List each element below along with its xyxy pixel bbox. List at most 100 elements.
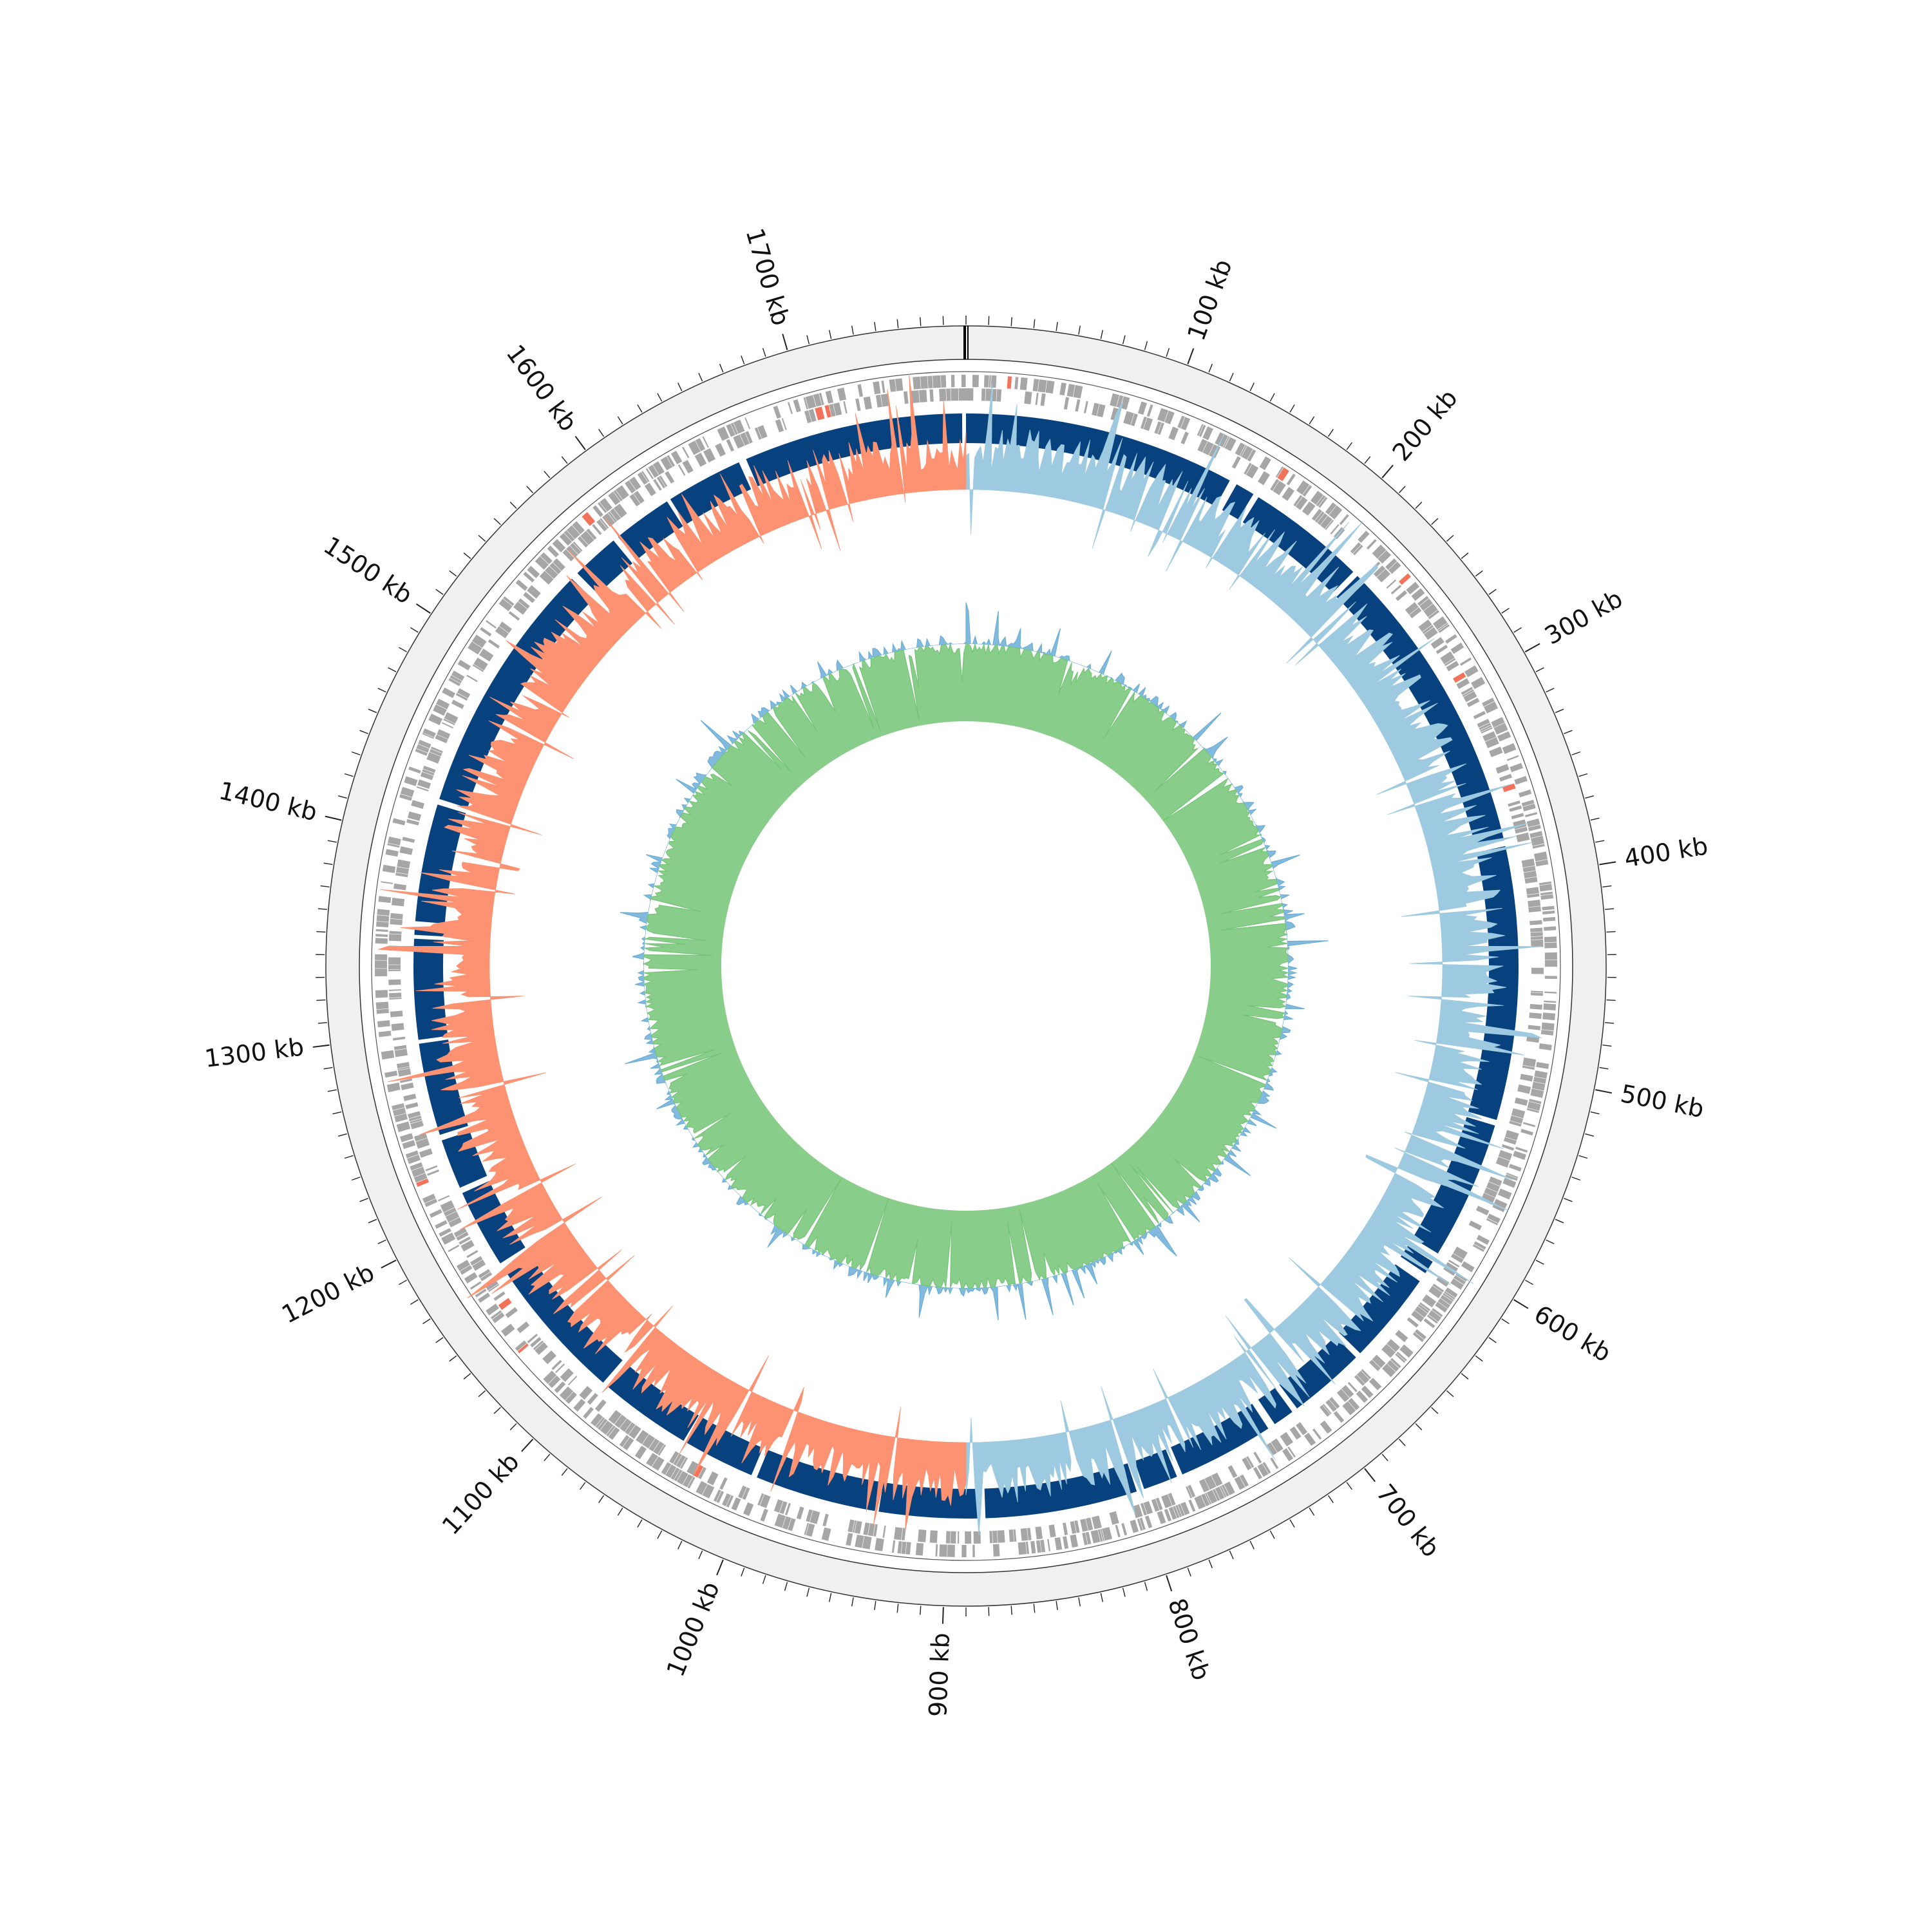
cds-feature [903, 391, 909, 404]
cds-feature [717, 426, 730, 441]
cds-feature [600, 498, 612, 512]
cds-feature [392, 1103, 405, 1110]
cds-feature [803, 397, 809, 410]
cds-feature [1312, 1428, 1322, 1440]
cds-feature [559, 533, 573, 546]
minor-tick [1166, 348, 1170, 357]
cds-feature [1019, 377, 1028, 390]
cds-feature [1544, 976, 1557, 980]
cds-feature [435, 1220, 448, 1229]
cds-feature [1143, 1501, 1153, 1515]
cds-feature [901, 1541, 907, 1555]
cds-feature [688, 440, 701, 455]
cds-feature [620, 1418, 632, 1432]
cds-feature [1505, 1174, 1518, 1181]
cds-feature [1451, 1253, 1464, 1264]
cds-feature [1197, 439, 1208, 453]
cds-feature [951, 375, 955, 388]
cds-feature [1522, 803, 1536, 811]
tick-label: 400 kb [1622, 831, 1710, 873]
cds-feature [726, 439, 735, 452]
cds-feature [774, 1513, 786, 1528]
cds-feature [696, 1481, 708, 1495]
major-tick [1187, 348, 1195, 365]
cds-feature [918, 1529, 927, 1542]
cds-feature [1253, 1466, 1263, 1480]
cds-feature [784, 1502, 791, 1515]
cds-feature [1514, 1097, 1528, 1106]
cds-feature [1419, 598, 1433, 611]
cds-feature [460, 1265, 473, 1275]
minor-tick [1590, 1111, 1600, 1115]
cds-feature [1527, 893, 1540, 898]
minor-tick [1187, 1567, 1191, 1577]
cds-feature [1473, 710, 1486, 719]
minor-tick [1229, 372, 1234, 382]
cds-feature [1035, 392, 1039, 405]
cds-feature [1040, 393, 1046, 406]
minor-tick [1606, 931, 1616, 933]
cds-feature [1419, 1302, 1431, 1311]
minor-tick [1590, 817, 1600, 821]
gc-content-track [620, 602, 1329, 1321]
cds-feature [390, 918, 402, 925]
cds-feature [779, 1501, 788, 1515]
cds-feature [927, 375, 933, 388]
cds-feature [644, 482, 656, 497]
minor-tick [463, 552, 471, 559]
cds-feature [1262, 1462, 1271, 1474]
cds-feature [946, 388, 951, 401]
minor-tick [1010, 317, 1012, 327]
cds-feature [950, 1531, 956, 1544]
major-tick [782, 334, 788, 350]
cds-feature [1194, 1495, 1206, 1510]
cds-feature [397, 1066, 410, 1070]
cds-feature [1497, 731, 1511, 742]
cds-feature [1521, 858, 1535, 868]
cds-feature [891, 1540, 896, 1553]
cds-feature [408, 1115, 422, 1122]
cds-feature [515, 579, 528, 591]
cds-feature [894, 1527, 903, 1540]
cds-feature [386, 1082, 401, 1093]
cds-feature [464, 1272, 478, 1284]
tick-label: 700 kb [1371, 1479, 1446, 1562]
cds-feature [1368, 1378, 1382, 1390]
cds-feature [1527, 1101, 1541, 1111]
cds-feature [1175, 1504, 1182, 1517]
cds-feature [694, 453, 707, 467]
cds-feature [1543, 926, 1557, 931]
cds-feature [488, 1283, 500, 1293]
cds-feature [582, 512, 596, 526]
cds-feature [393, 883, 407, 891]
cds-feature [480, 1272, 493, 1282]
cds-feature [376, 921, 389, 928]
cds-feature [410, 1118, 422, 1124]
cds-feature [660, 456, 673, 471]
cds-feature [1155, 1497, 1163, 1511]
cds-feature [443, 1208, 457, 1217]
cds-feature [1007, 376, 1012, 389]
cds-feature [648, 464, 659, 478]
cds-feature [653, 1441, 665, 1455]
cds-feature [405, 1150, 419, 1159]
cds-feature [1180, 1502, 1190, 1515]
cds-feature [1539, 1043, 1552, 1051]
cds-feature [388, 979, 401, 985]
minor-tick [1122, 1587, 1126, 1597]
minor-tick [677, 1540, 683, 1549]
cds-feature [1218, 434, 1229, 448]
cds-feature [1035, 1526, 1043, 1540]
cds-feature [1515, 1146, 1528, 1153]
cds-feature [1070, 1534, 1079, 1548]
cds-feature [1143, 417, 1153, 431]
cds-feature [992, 388, 997, 402]
cds-feature [527, 1334, 538, 1343]
cds-feature [1186, 1486, 1193, 1499]
minor-tick [1546, 688, 1555, 693]
cds-feature [1132, 1504, 1143, 1519]
cds-feature [1144, 1515, 1153, 1529]
cds-feature [1543, 1003, 1557, 1010]
minor-tick [338, 1133, 347, 1137]
cds-feature [1510, 1115, 1524, 1124]
